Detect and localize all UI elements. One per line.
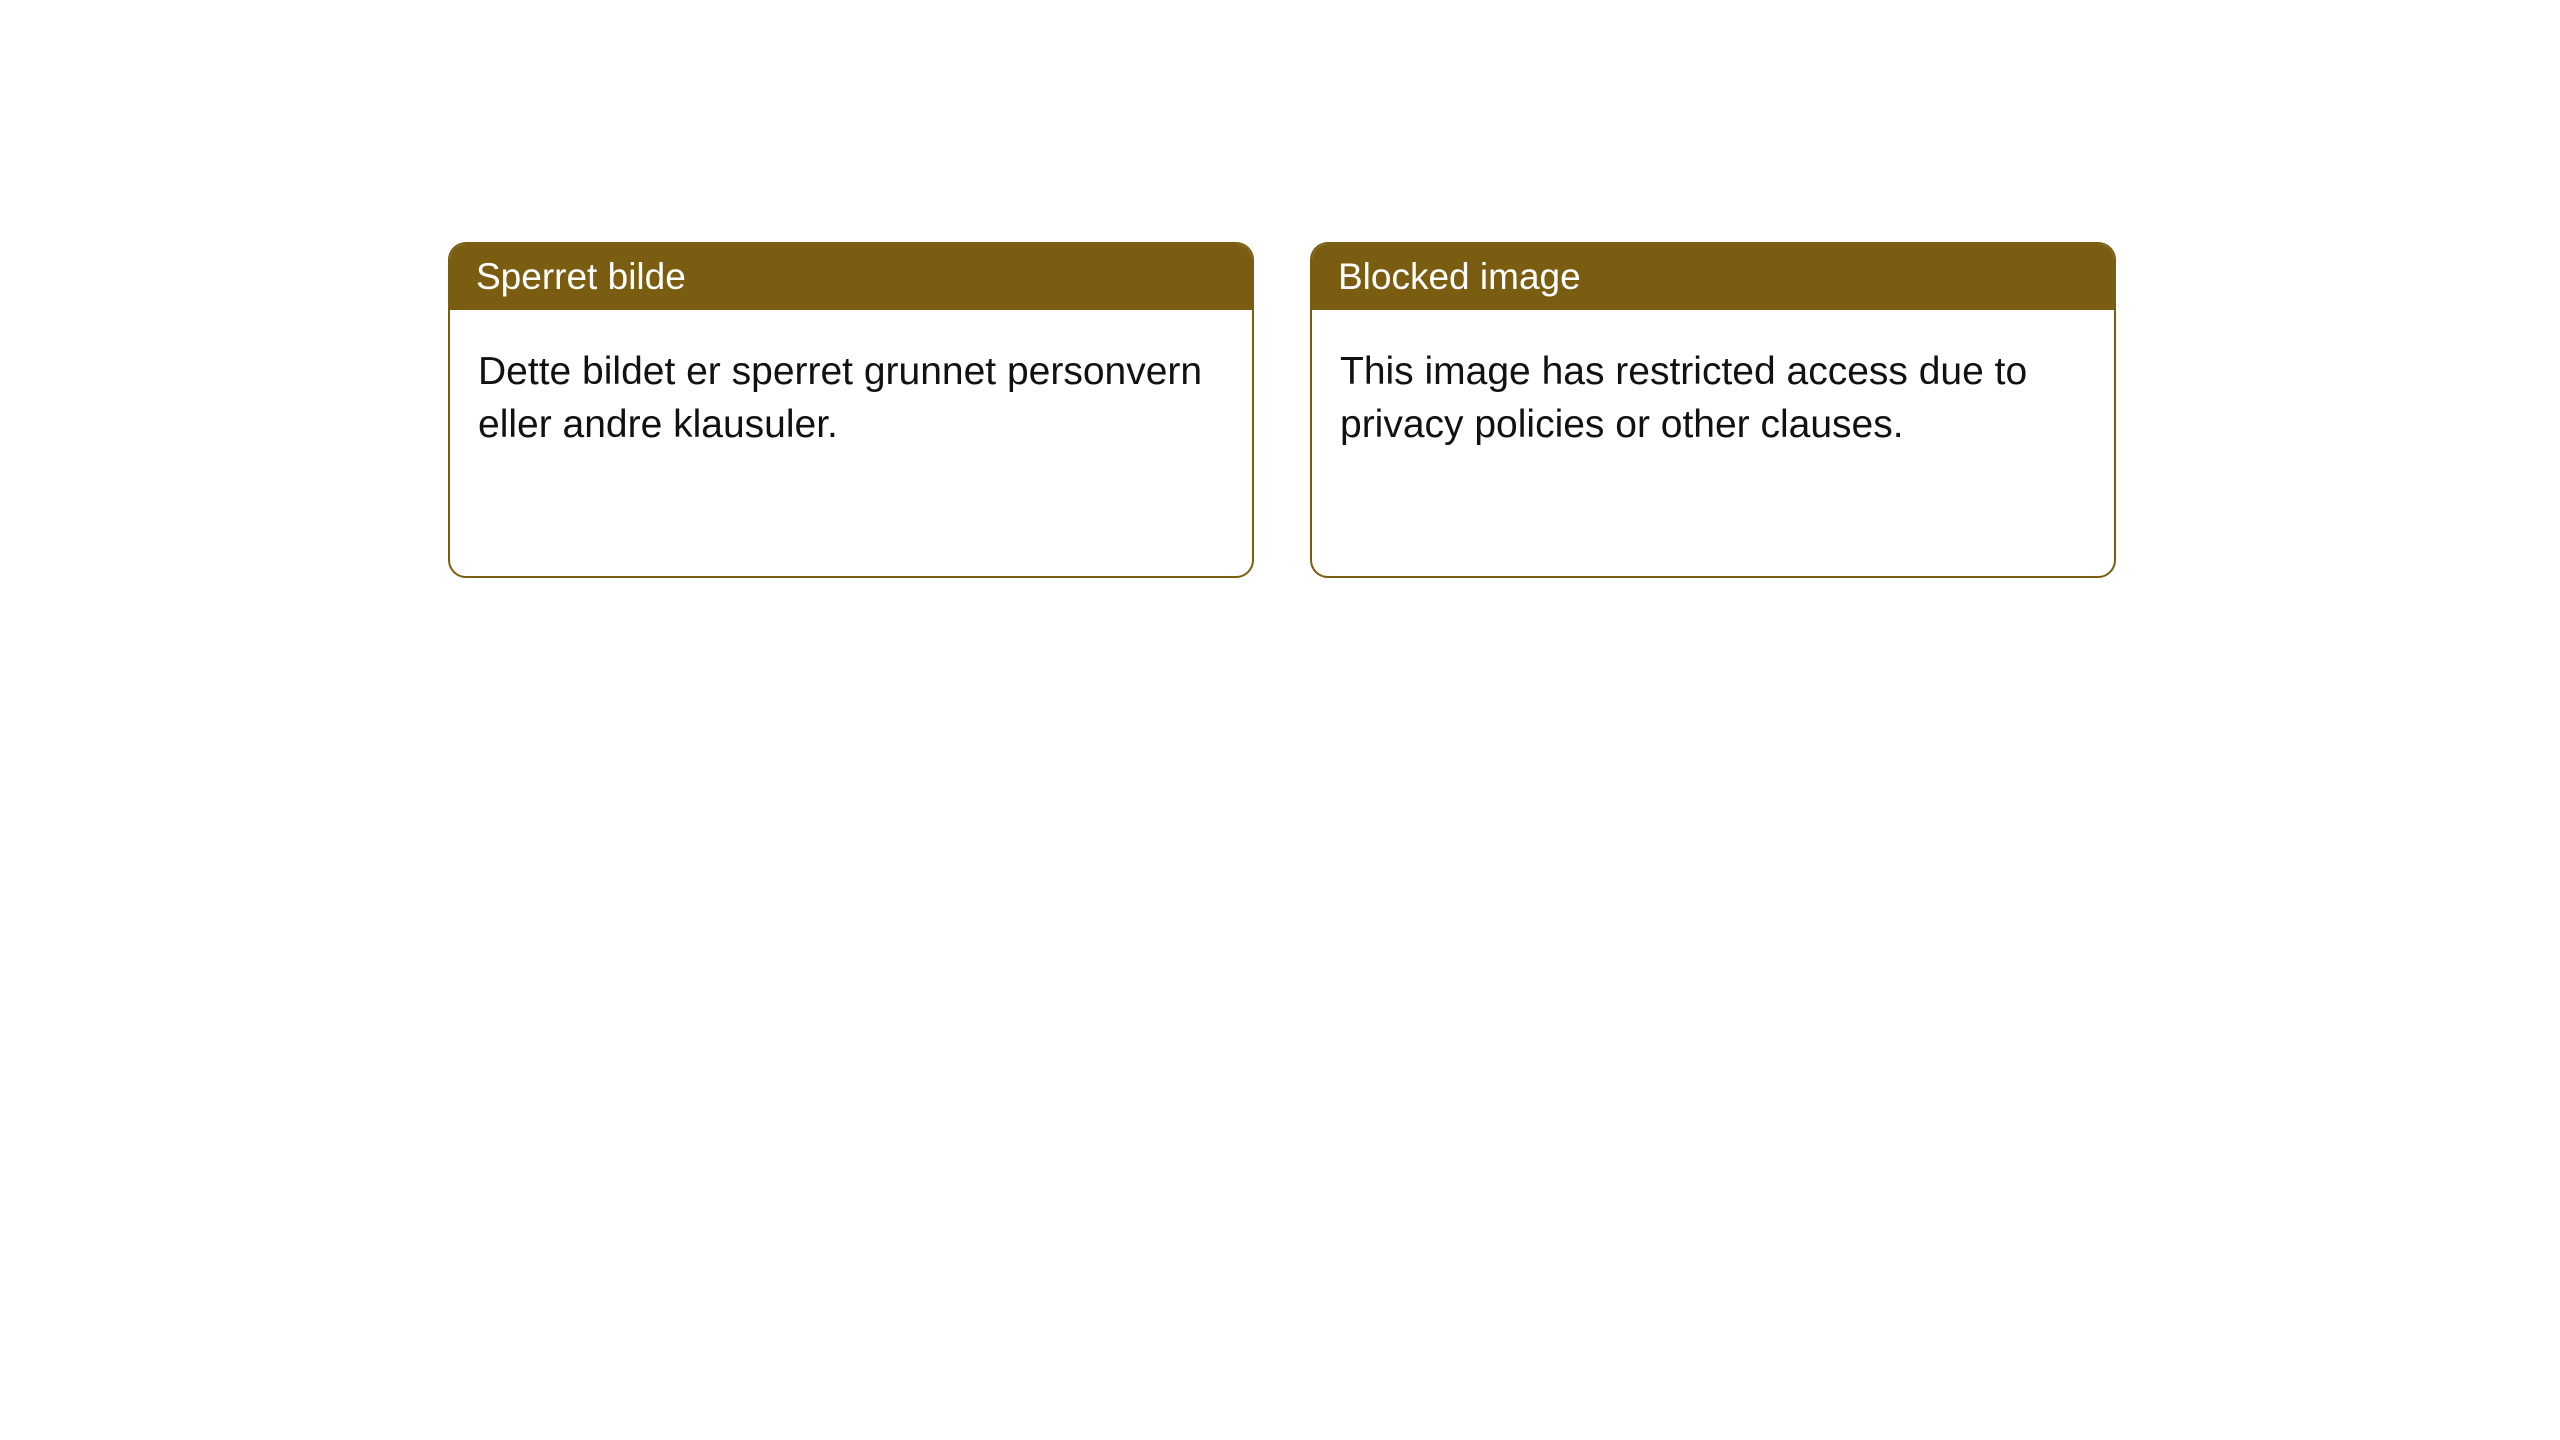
notice-card-english: Blocked image This image has restricted …	[1310, 242, 2116, 578]
notice-container: Sperret bilde Dette bildet er sperret gr…	[0, 0, 2560, 578]
card-header: Blocked image	[1312, 244, 2114, 310]
card-title: Blocked image	[1338, 256, 1581, 297]
card-title: Sperret bilde	[476, 256, 686, 297]
card-body-text: This image has restricted access due to …	[1340, 350, 2027, 446]
card-body-text: Dette bildet er sperret grunnet personve…	[478, 350, 1202, 446]
card-header: Sperret bilde	[450, 244, 1252, 310]
card-body: This image has restricted access due to …	[1312, 310, 2114, 487]
card-body: Dette bildet er sperret grunnet personve…	[450, 310, 1252, 487]
notice-card-norwegian: Sperret bilde Dette bildet er sperret gr…	[448, 242, 1254, 578]
